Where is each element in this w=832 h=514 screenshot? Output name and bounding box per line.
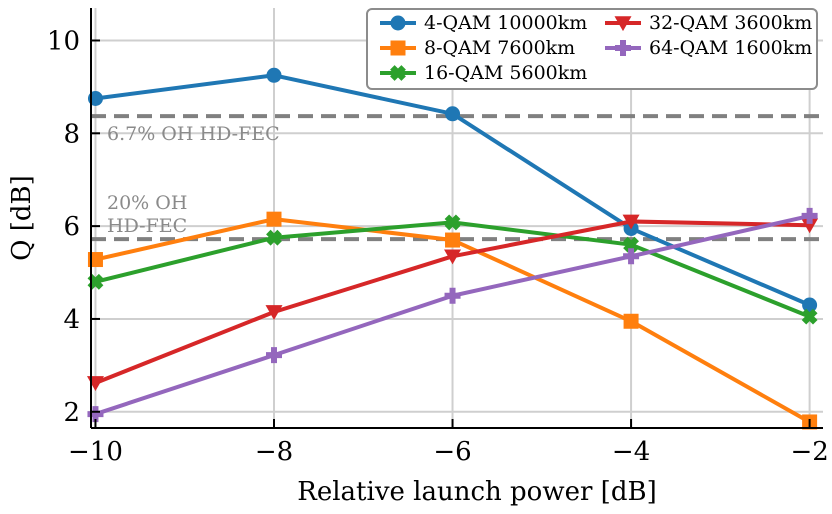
data-point <box>390 65 406 81</box>
legend-item: 64-QAM 1600km <box>605 37 812 59</box>
data-point <box>623 248 640 265</box>
data-point <box>445 106 461 122</box>
legend-item: 16-QAM 5600km <box>380 62 587 84</box>
legend-label: 16-QAM 5600km <box>424 62 587 84</box>
data-point <box>622 214 640 230</box>
data-point <box>444 214 461 231</box>
threshold-label: HD-FEC <box>107 215 187 237</box>
data-point <box>444 287 461 304</box>
data-point <box>266 211 282 227</box>
series-64-qam-1600km <box>87 207 818 423</box>
data-point <box>266 229 282 246</box>
data-point <box>801 308 818 325</box>
threshold-label: 6.7% OH HD-FEC <box>107 123 280 145</box>
x-tick-label: −4 <box>612 437 650 467</box>
data-point <box>86 376 104 392</box>
axes: −10 −8 −6 −4 −2 2 4 6 8 10 Relative launch power [… <box>7 8 829 507</box>
y-tick-label: 8 <box>63 119 80 149</box>
data-point <box>801 218 819 234</box>
data-point <box>615 40 631 56</box>
threshold-label: 20% OH <box>107 192 187 214</box>
legend: 4-QAM 10000km 8-QAM 7600km 16-QAM 5600km 32… <box>366 8 818 90</box>
y-tick-label: 6 <box>63 212 80 242</box>
legend-item: 4-QAM 10000km <box>380 12 587 34</box>
data-point <box>623 236 639 253</box>
legend-box <box>366 8 818 90</box>
x-tick-label: −6 <box>433 437 471 467</box>
series-4-qam-10000km <box>87 67 818 313</box>
y-axis-title: Q [dB] <box>7 175 37 261</box>
data-point <box>614 16 632 32</box>
legend-label: 32-QAM 3600km <box>649 12 812 34</box>
x-tick-label: −10 <box>68 437 123 467</box>
y-tick-label: 4 <box>63 305 80 335</box>
data-point <box>390 40 406 56</box>
legend-label: 4-QAM 10000km <box>424 12 587 34</box>
data-point <box>444 249 462 265</box>
data-point <box>801 207 818 224</box>
data-point <box>87 406 104 423</box>
data-point <box>265 305 283 321</box>
data-point <box>266 67 282 83</box>
legend-label: 8-QAM 7600km <box>424 37 575 59</box>
data-point <box>445 232 461 248</box>
data-point <box>623 313 639 329</box>
x-axis-title: Relative launch power [dB] <box>297 477 656 507</box>
legend-label: 64-QAM 1600km <box>649 37 812 59</box>
legend-item: 8-QAM 7600km <box>380 37 575 59</box>
data-point <box>390 15 406 31</box>
data-point <box>266 347 282 364</box>
legend-item: 32-QAM 3600km <box>605 12 812 34</box>
x-tick-label: −8 <box>255 437 293 467</box>
y-tick-label: 10 <box>47 26 80 56</box>
x-tick-label: −2 <box>790 437 828 467</box>
data-point <box>802 297 818 313</box>
series <box>86 67 819 430</box>
y-tick-label: 2 <box>63 398 80 428</box>
